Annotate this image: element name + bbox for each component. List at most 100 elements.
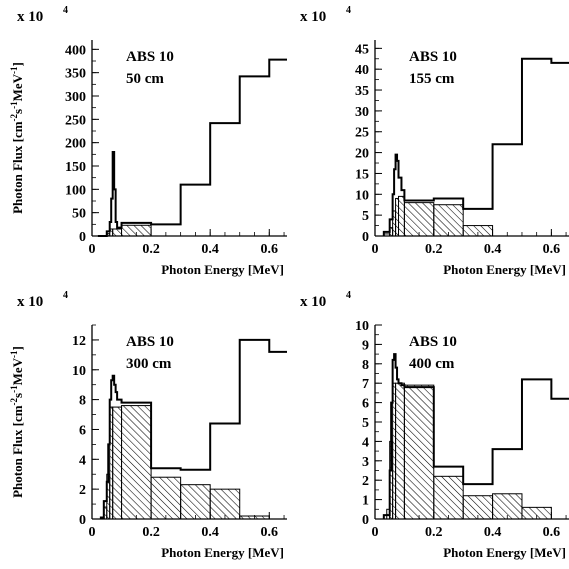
y-tick-label: 20 xyxy=(355,147,369,162)
y-multiplier: x 10 xyxy=(17,9,43,25)
y-tick-label: 6 xyxy=(362,397,369,412)
y-tick-label: 250 xyxy=(65,113,86,128)
x-tick-label: 0.6 xyxy=(543,242,561,257)
y-axis-label-part: s xyxy=(10,109,25,114)
panel-annotation: ABS 10 xyxy=(409,49,457,65)
x-tick-label: 0 xyxy=(89,242,96,257)
x-tick-label: 0.4 xyxy=(201,242,219,257)
hatched-bin xyxy=(180,484,211,520)
y-tick-label: 10 xyxy=(355,319,369,334)
x-tick-label: 0 xyxy=(372,242,379,257)
y-tick-label: 150 xyxy=(65,160,86,175)
y-tick-label: 200 xyxy=(65,137,86,152)
y-axis-label-part: -2 xyxy=(9,113,19,121)
chart-panel-4: 0 0.2 0.4 0.6 0 1 2 3 4 5 6 7 8 9 10 x 10 4 ABS 10 400 cm P… xyxy=(300,290,569,560)
x-tick-label: 0.2 xyxy=(425,525,443,540)
hatched-bin xyxy=(395,382,405,520)
y-tick-label: 5 xyxy=(362,416,369,431)
y-tick-label: 4 xyxy=(79,453,86,468)
y-axis-label-part: Photon Flux [cm xyxy=(10,405,25,498)
y-axis-label-part: -1 xyxy=(9,385,19,393)
y-tick-label: 40 xyxy=(355,63,369,78)
x-axis-label: Photon Energy [MeV] xyxy=(161,262,284,277)
y-tick-label: 4 xyxy=(362,435,369,450)
y-tick-label: 2 xyxy=(79,483,86,498)
panel-annotation: 400 cm xyxy=(409,356,455,372)
y-axis-label-part: ] xyxy=(10,62,25,66)
panel-annotation: ABS 10 xyxy=(126,49,174,65)
y-axis-label-part: MeV xyxy=(10,73,25,101)
y-tick-label: 50 xyxy=(72,207,86,222)
flux-step-line xyxy=(382,353,569,519)
y-tick-label: 0 xyxy=(79,230,86,245)
y-exponent: 4 xyxy=(346,5,351,16)
x-tick-label: 0.2 xyxy=(142,242,160,257)
y-tick-label: 2 xyxy=(362,474,369,489)
x-tick-label: 0.4 xyxy=(484,242,502,257)
y-tick-label: 10 xyxy=(72,364,86,379)
chart-panel-2: 0 0.2 0.4 0.6 0 5 10 15 20 25 30 35 40 45 x 10 4 ABS 10 1… xyxy=(300,5,569,277)
x-tick-label: 0 xyxy=(372,525,379,540)
y-exponent: 4 xyxy=(63,290,68,301)
y-exponent: 4 xyxy=(346,290,351,301)
y-axis-label-part: -1 xyxy=(9,101,19,109)
y-tick-label: 0 xyxy=(79,513,86,528)
panel-annotation: ABS 10 xyxy=(126,334,174,350)
chart-panel-1: 0 0.2 0.4 0.6 0 50 100 150 200 250 300 350 400 x 10 4 A… xyxy=(9,5,287,277)
y-tick-label: 350 xyxy=(65,67,86,82)
hatched-bin xyxy=(492,493,523,520)
y-axis-label-part: -1 xyxy=(9,66,19,74)
y-axis-label-part: Photon Flux [cm xyxy=(10,121,25,214)
y-axis-label: Photon Flux [cm-2s-1MeV-1] xyxy=(9,62,25,214)
y-tick-label: 0 xyxy=(362,513,369,528)
x-tick-label: 0.2 xyxy=(142,525,160,540)
y-axis-label-part: -1 xyxy=(9,350,19,358)
x-tick-label: 0.6 xyxy=(261,242,279,257)
hatched-bin xyxy=(398,195,405,237)
x-tick-label: 0.6 xyxy=(261,525,279,540)
y-tick-label: 30 xyxy=(355,105,369,120)
x-axis-label: Photon Energy [MeV] xyxy=(443,262,566,277)
y-tick-label: 9 xyxy=(362,338,369,353)
y-tick-label: 8 xyxy=(362,358,369,373)
panel-annotation: 50 cm xyxy=(126,71,164,87)
y-tick-label: 300 xyxy=(65,90,86,105)
x-tick-label: 0.2 xyxy=(425,242,443,257)
flux-step-line xyxy=(382,57,569,236)
y-tick-label: 1 xyxy=(362,494,369,509)
x-axis-label: Photon Energy [MeV] xyxy=(161,545,284,560)
x-axis-label: Photon Energy [MeV] xyxy=(443,545,566,560)
y-tick-label: 25 xyxy=(355,126,369,141)
hatched-bin xyxy=(112,228,123,237)
y-exponent: 4 xyxy=(63,5,68,16)
y-tick-label: 7 xyxy=(362,377,369,392)
y-tick-label: 0 xyxy=(362,230,369,245)
y-tick-label: 6 xyxy=(79,423,86,438)
y-tick-label: 3 xyxy=(362,455,369,470)
hatched-bin xyxy=(209,488,241,520)
y-tick-label: 400 xyxy=(65,43,86,58)
y-multiplier: x 10 xyxy=(17,294,43,310)
panel-annotation: ABS 10 xyxy=(409,334,457,350)
y-axis-label-part: ] xyxy=(10,346,25,350)
y-tick-label: 5 xyxy=(362,209,369,224)
x-tick-label: 0.6 xyxy=(543,525,561,540)
hatched-bin xyxy=(433,204,464,237)
flux-step-line xyxy=(97,58,287,237)
x-tick-label: 0.4 xyxy=(484,525,502,540)
hatched-bin xyxy=(433,475,464,520)
x-tick-label: 0 xyxy=(89,525,96,540)
y-multiplier: x 10 xyxy=(300,294,326,310)
y-tick-label: 45 xyxy=(355,42,369,57)
hatched-bin xyxy=(403,202,435,237)
hatched-bin xyxy=(403,384,435,520)
panel-annotation: 300 cm xyxy=(126,356,172,372)
y-axis-label: Photon Flux [cm-2s-1MeV-1] xyxy=(9,346,25,498)
y-multiplier: x 10 xyxy=(300,9,326,25)
y-tick-label: 35 xyxy=(355,84,369,99)
y-tick-label: 12 xyxy=(72,334,86,349)
y-axis-label-part: -2 xyxy=(9,397,19,405)
flux-step-line xyxy=(99,338,287,519)
x-tick-label: 0.4 xyxy=(201,525,219,540)
